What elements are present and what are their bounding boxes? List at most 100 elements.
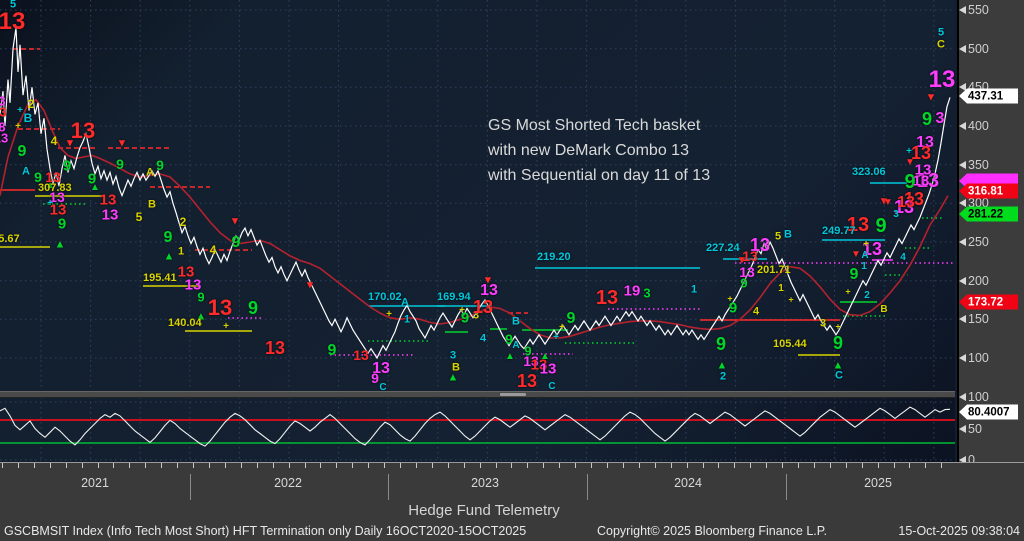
month-tick (622, 463, 624, 468)
tick-arrow-icon (959, 44, 966, 53)
month-tick (145, 463, 147, 468)
x-axis-year-label: 2021 (81, 476, 109, 490)
month-tick (925, 463, 927, 468)
month-tick (829, 463, 831, 468)
y-axis-tick: 150 (959, 312, 989, 326)
y-axis-tick: 0 (959, 453, 975, 467)
month-tick (288, 463, 290, 468)
year-separator (190, 474, 191, 500)
price-tag: 316.81 (959, 183, 1018, 199)
tick-arrow-icon (959, 238, 966, 246)
price-axis[interactable]: 550 500 450 400 350 300 250 200 150 100 100 50 0 437.… (957, 0, 1024, 467)
month-tick (607, 463, 608, 468)
y-axis-tick: 200 (959, 274, 989, 288)
panel-divider-handle[interactable] (500, 393, 526, 396)
x-axis-year-label: 2022 (274, 476, 302, 490)
tick-arrow-icon (959, 199, 966, 208)
moving-average-line (0, 98, 949, 339)
month-tick (272, 463, 274, 468)
month-tick (686, 463, 688, 468)
x-axis-year-label: 2024 (674, 476, 702, 490)
month-tick (304, 463, 306, 468)
month-tick (320, 463, 322, 468)
month-tick (893, 463, 895, 468)
y-axis-tick: 400 (959, 119, 989, 133)
y-axis-tick-label: 400 (968, 119, 989, 133)
tick-arrow-icon (959, 6, 966, 14)
chart-footer: 2021 2022 2023 2024 2025 Hedge Fund Telemetr… (0, 462, 1024, 541)
month-tick (877, 463, 879, 468)
month-tick (177, 463, 179, 468)
tick-arrow-icon (959, 160, 966, 169)
month-tick (734, 463, 736, 468)
month-tick (511, 463, 513, 468)
month-tick (750, 463, 752, 468)
tick-arrow-icon (959, 354, 966, 362)
copyright-text: Copyright© 2025 Bloomberg Finance L.P. (597, 524, 827, 538)
y-axis-tick: 550 (959, 3, 989, 17)
note-line-1: GS Most Shorted Tech basket (488, 117, 701, 134)
month-tick (17, 463, 19, 468)
month-tick (240, 463, 242, 468)
y-axis-tick-label: 200 (968, 273, 989, 288)
month-tick (33, 463, 35, 468)
month-tick (766, 463, 768, 468)
y-axis-tick: 350 (959, 158, 989, 172)
month-tick (495, 463, 497, 468)
year-separator (587, 474, 588, 500)
price-chart-canvas (0, 0, 955, 461)
timestamp: 15-Oct-2025 09:38:04 (898, 524, 1020, 538)
y-axis-tick: 100 (959, 351, 989, 365)
month-tick (97, 463, 99, 468)
month-tick (384, 463, 386, 468)
month-tick (193, 463, 194, 468)
month-tick (782, 463, 784, 468)
oscillator-line (0, 406, 951, 447)
month-tick (527, 463, 529, 468)
month-tick (81, 463, 83, 468)
month-tick (49, 463, 51, 468)
month-tick (941, 463, 943, 468)
month-tick (400, 463, 401, 468)
month-tick (2, 463, 3, 468)
time-axis[interactable] (0, 462, 1024, 472)
panel-divider (0, 391, 955, 398)
month-tick (575, 463, 577, 468)
month-tick (368, 463, 370, 468)
month-tick (591, 463, 592, 468)
tick-arrow-icon (959, 276, 966, 285)
y-axis-tick-label: 0 (968, 453, 975, 467)
month-tick (336, 463, 338, 468)
tick-arrow-icon (959, 83, 966, 92)
month-tick (670, 463, 672, 468)
month-tick (463, 463, 465, 468)
month-tick (543, 463, 545, 468)
y-axis-tick: 50 (959, 422, 982, 436)
price-tag: 173.72 (959, 294, 1018, 310)
month-tick (415, 463, 417, 468)
month-tick (638, 463, 640, 468)
month-tick (65, 463, 67, 468)
x-axis-year-label: 2023 (471, 476, 499, 490)
note-line-3: with Sequential on day 11 of 13 (488, 166, 711, 184)
month-tick (702, 463, 704, 468)
x-axis-year-label: 2025 (864, 476, 892, 490)
tick-arrow-icon (959, 393, 966, 401)
month-tick (256, 463, 258, 468)
y-axis-tick-label: 100 (968, 351, 989, 365)
security-description: GSCBMSIT Index (Info Tech Most Short) HF… (4, 524, 527, 538)
month-tick (224, 463, 226, 468)
y-axis-tick: 500 (959, 42, 989, 56)
y-axis-tick-label: 500 (968, 41, 989, 56)
note-line-2: with new DeMark Combo 13 (488, 141, 689, 159)
tick-arrow-icon (959, 456, 966, 464)
year-separator (388, 474, 389, 500)
month-tick (798, 463, 799, 468)
month-tick (113, 463, 115, 468)
month-tick (161, 463, 163, 468)
month-tick (209, 463, 210, 468)
month-tick (431, 463, 433, 468)
month-tick (909, 463, 911, 468)
y-axis-tick-label: 250 (968, 235, 989, 249)
